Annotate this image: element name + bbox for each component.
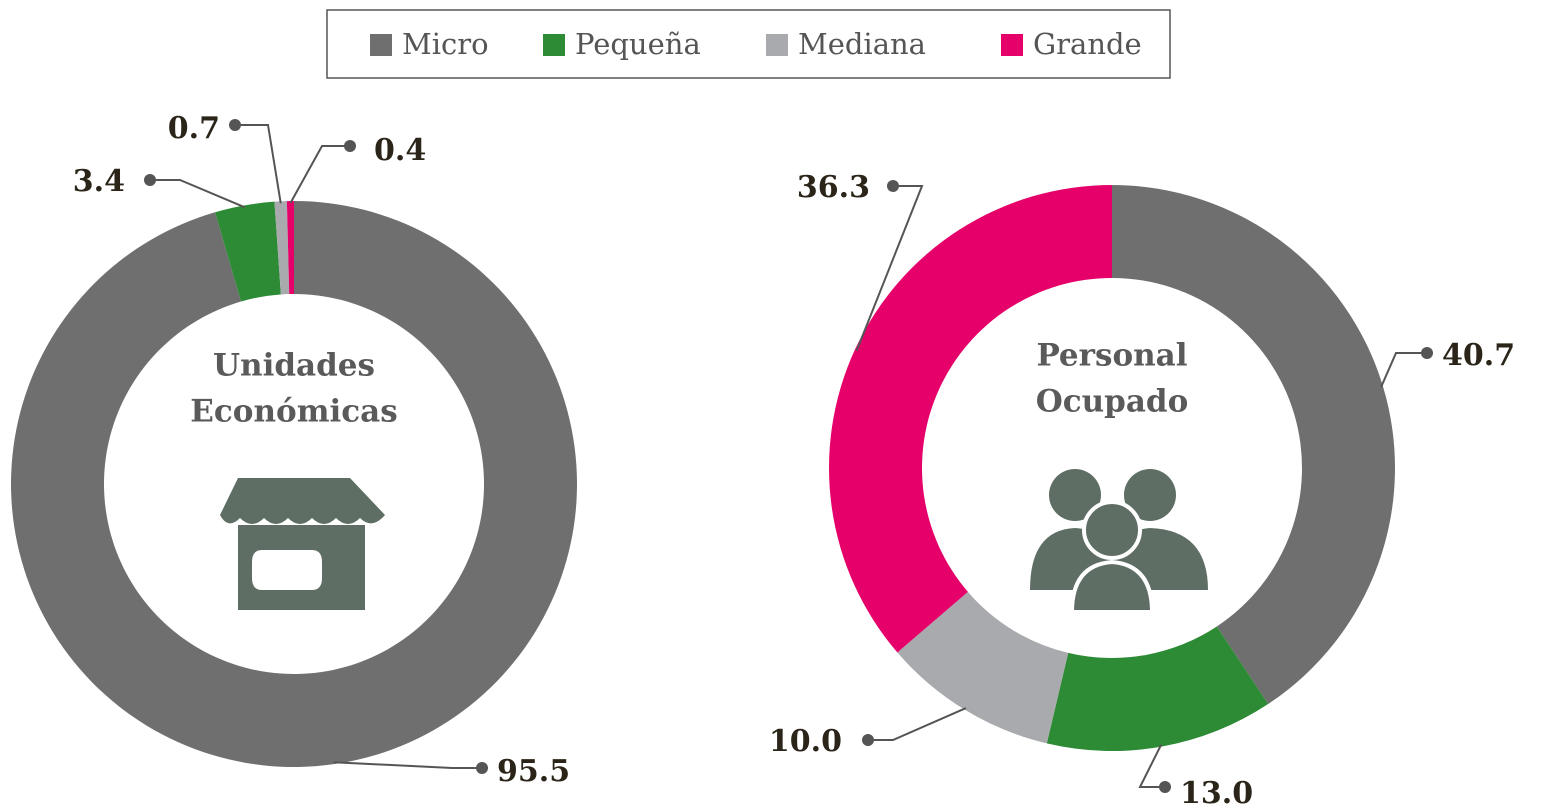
legend-swatch [766, 34, 788, 56]
legend-label: Grande [1033, 27, 1142, 61]
data-label: 3.4 [73, 164, 125, 199]
legend-label: Mediana [798, 27, 926, 61]
donut-segment [1046, 626, 1269, 751]
data-label: 95.5 [497, 754, 570, 789]
legend-label: Micro [402, 27, 489, 61]
people-icon [1030, 469, 1208, 614]
donut-segment [286, 201, 294, 295]
data-label: 40.7 [1442, 338, 1515, 373]
leader-line [235, 124, 282, 204]
leader-line [1138, 744, 1165, 788]
donut-segment [897, 591, 1069, 744]
leader-line [868, 707, 967, 741]
leader-line [1380, 352, 1427, 388]
leader-dot [476, 762, 488, 774]
leader-dot [144, 174, 156, 186]
leader-dot [344, 140, 356, 152]
center-label: Personal [1036, 338, 1187, 374]
leader-dot [1159, 781, 1171, 793]
leader-line [150, 179, 246, 209]
leader-line [333, 761, 482, 769]
data-label: 0.7 [168, 111, 220, 146]
store-icon [220, 478, 385, 610]
legend-label: Pequeña [575, 27, 701, 61]
legend: Micro Pequeña Mediana Grande [370, 27, 1142, 61]
donut-segment [215, 201, 281, 302]
legend-swatch [370, 34, 392, 56]
center-label: Económicas [190, 394, 397, 430]
center-label: Unidades [213, 348, 375, 384]
legend-box [326, 9, 1171, 79]
legend-swatch [1001, 34, 1023, 56]
donut-segment [829, 185, 1112, 653]
donut-segment [1112, 185, 1395, 705]
donuts: 95.5 3.4 0.7 0.4 40.7 13.0 10.0 36.3 [11, 111, 1515, 811]
leader-dot [1421, 347, 1433, 359]
leader-line [855, 185, 924, 352]
donut-segment [11, 201, 578, 767]
legend-swatch [543, 34, 565, 56]
donut-segment [274, 201, 290, 295]
data-label: 36.3 [797, 170, 870, 205]
center-label: Ocupado [1036, 384, 1189, 420]
leader-line [289, 145, 350, 204]
leader-dot [229, 119, 241, 131]
leader-dot [862, 734, 874, 746]
leader-dot [887, 180, 899, 192]
data-label: 0.4 [374, 133, 426, 168]
data-label: 10.0 [769, 724, 842, 759]
data-label: 13.0 [1180, 776, 1253, 811]
